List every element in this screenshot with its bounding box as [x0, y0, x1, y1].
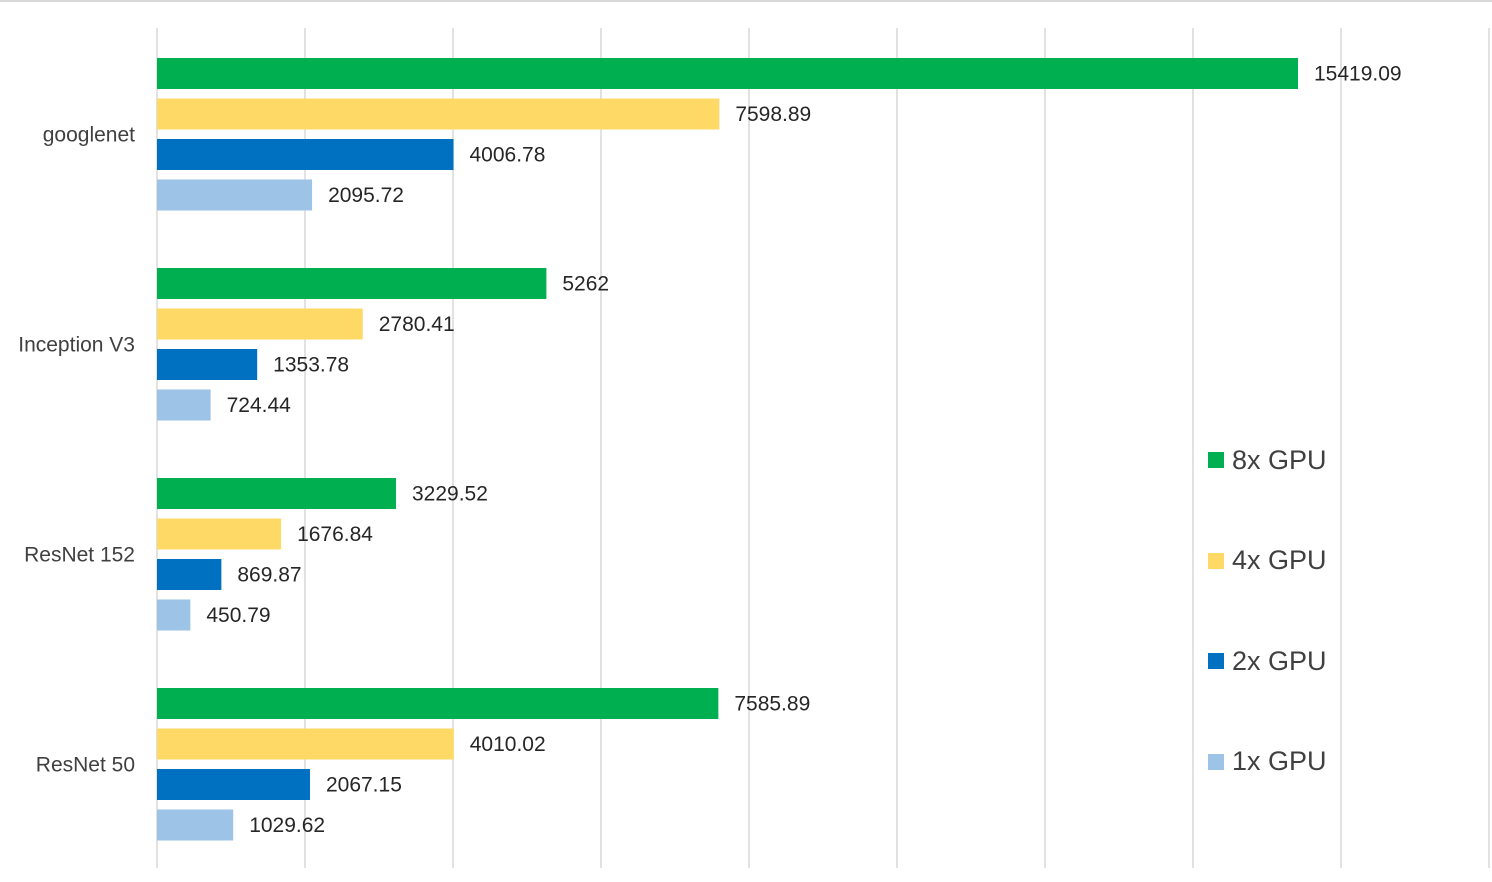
- legend-label-2x-gpu: 2x GPU: [1232, 645, 1327, 676]
- data-label-resnet-50-4x-gpu: 4010.02: [470, 733, 546, 756]
- data-label-resnet-50-8x-gpu: 7585.89: [734, 693, 810, 716]
- legend-label-8x-gpu: 8x GPU: [1232, 444, 1327, 475]
- bar-googlenet-8x-gpu: [157, 58, 1299, 89]
- bar-inception-v3-1x-gpu: [157, 389, 211, 421]
- bar-resnet-152-2x-gpu: [157, 559, 222, 590]
- bar-googlenet-1x-gpu: [157, 179, 313, 211]
- category-label-resnet-50: ResNet 50: [36, 753, 135, 776]
- data-label-inception-v3-1x-gpu: 724.44: [227, 394, 292, 417]
- data-label-googlenet-1x-gpu: 2095.72: [328, 184, 404, 207]
- legend-item-2x-gpu: 2x GPU: [1208, 611, 1327, 712]
- bar-inception-v3-2x-gpu: [157, 349, 258, 380]
- data-label-resnet-50-2x-gpu: 2067.15: [326, 774, 402, 797]
- bar-resnet-152-4x-gpu: [157, 518, 282, 550]
- bar-googlenet-4x-gpu: [157, 98, 720, 130]
- data-label-resnet-152-1x-gpu: 450.79: [206, 604, 270, 627]
- category-label-resnet-152: ResNet 152: [24, 543, 135, 566]
- data-label-googlenet-4x-gpu: 7598.89: [735, 103, 811, 126]
- bar-resnet-50-4x-gpu: [157, 728, 454, 760]
- legend-item-4x-gpu: 4x GPU: [1208, 511, 1327, 612]
- data-label-googlenet-2x-gpu: 4006.78: [470, 144, 546, 167]
- bar-resnet-152-1x-gpu: [157, 599, 191, 631]
- legend-swatch-1x-gpu: [1208, 753, 1224, 770]
- bar-resnet-50-1x-gpu: [157, 809, 234, 841]
- legend-label-4x-gpu: 4x GPU: [1232, 545, 1327, 576]
- bar-inception-v3-8x-gpu: [157, 268, 547, 299]
- category-label-inception-v3: Inception V3: [18, 333, 135, 356]
- data-label-inception-v3-8x-gpu: 5262: [562, 273, 609, 296]
- category-label-googlenet: googlenet: [43, 123, 135, 146]
- legend-swatch-4x-gpu: [1208, 552, 1224, 569]
- legend-swatch-8x-gpu: [1208, 452, 1224, 469]
- top-border: [0, 0, 1492, 2]
- data-label-resnet-152-2x-gpu: 869.87: [237, 564, 301, 587]
- legend-item-8x-gpu: 8x GPU: [1208, 410, 1327, 511]
- data-label-inception-v3-2x-gpu: 1353.78: [273, 354, 349, 377]
- data-label-resnet-50-1x-gpu: 1029.62: [249, 814, 325, 837]
- data-label-resnet-152-8x-gpu: 3229.52: [412, 483, 488, 506]
- bar-resnet-152-8x-gpu: [157, 478, 396, 509]
- bar-resnet-50-8x-gpu: [157, 688, 719, 719]
- data-label-resnet-152-4x-gpu: 1676.84: [297, 523, 373, 546]
- bar-resnet-50-2x-gpu: [157, 769, 310, 800]
- legend-swatch-2x-gpu: [1208, 653, 1224, 670]
- bar-googlenet-2x-gpu: [157, 139, 454, 170]
- data-label-inception-v3-4x-gpu: 2780.41: [379, 313, 455, 336]
- legend-item-1x-gpu: 1x GPU: [1208, 712, 1327, 813]
- bar-inception-v3-4x-gpu: [157, 308, 363, 340]
- data-label-googlenet-8x-gpu: 15419.09: [1314, 63, 1402, 86]
- legend-label-1x-gpu: 1x GPU: [1232, 746, 1327, 777]
- chart-legend: 8x GPU 4x GPU 2x GPU 1x GPU: [1208, 418, 1327, 812]
